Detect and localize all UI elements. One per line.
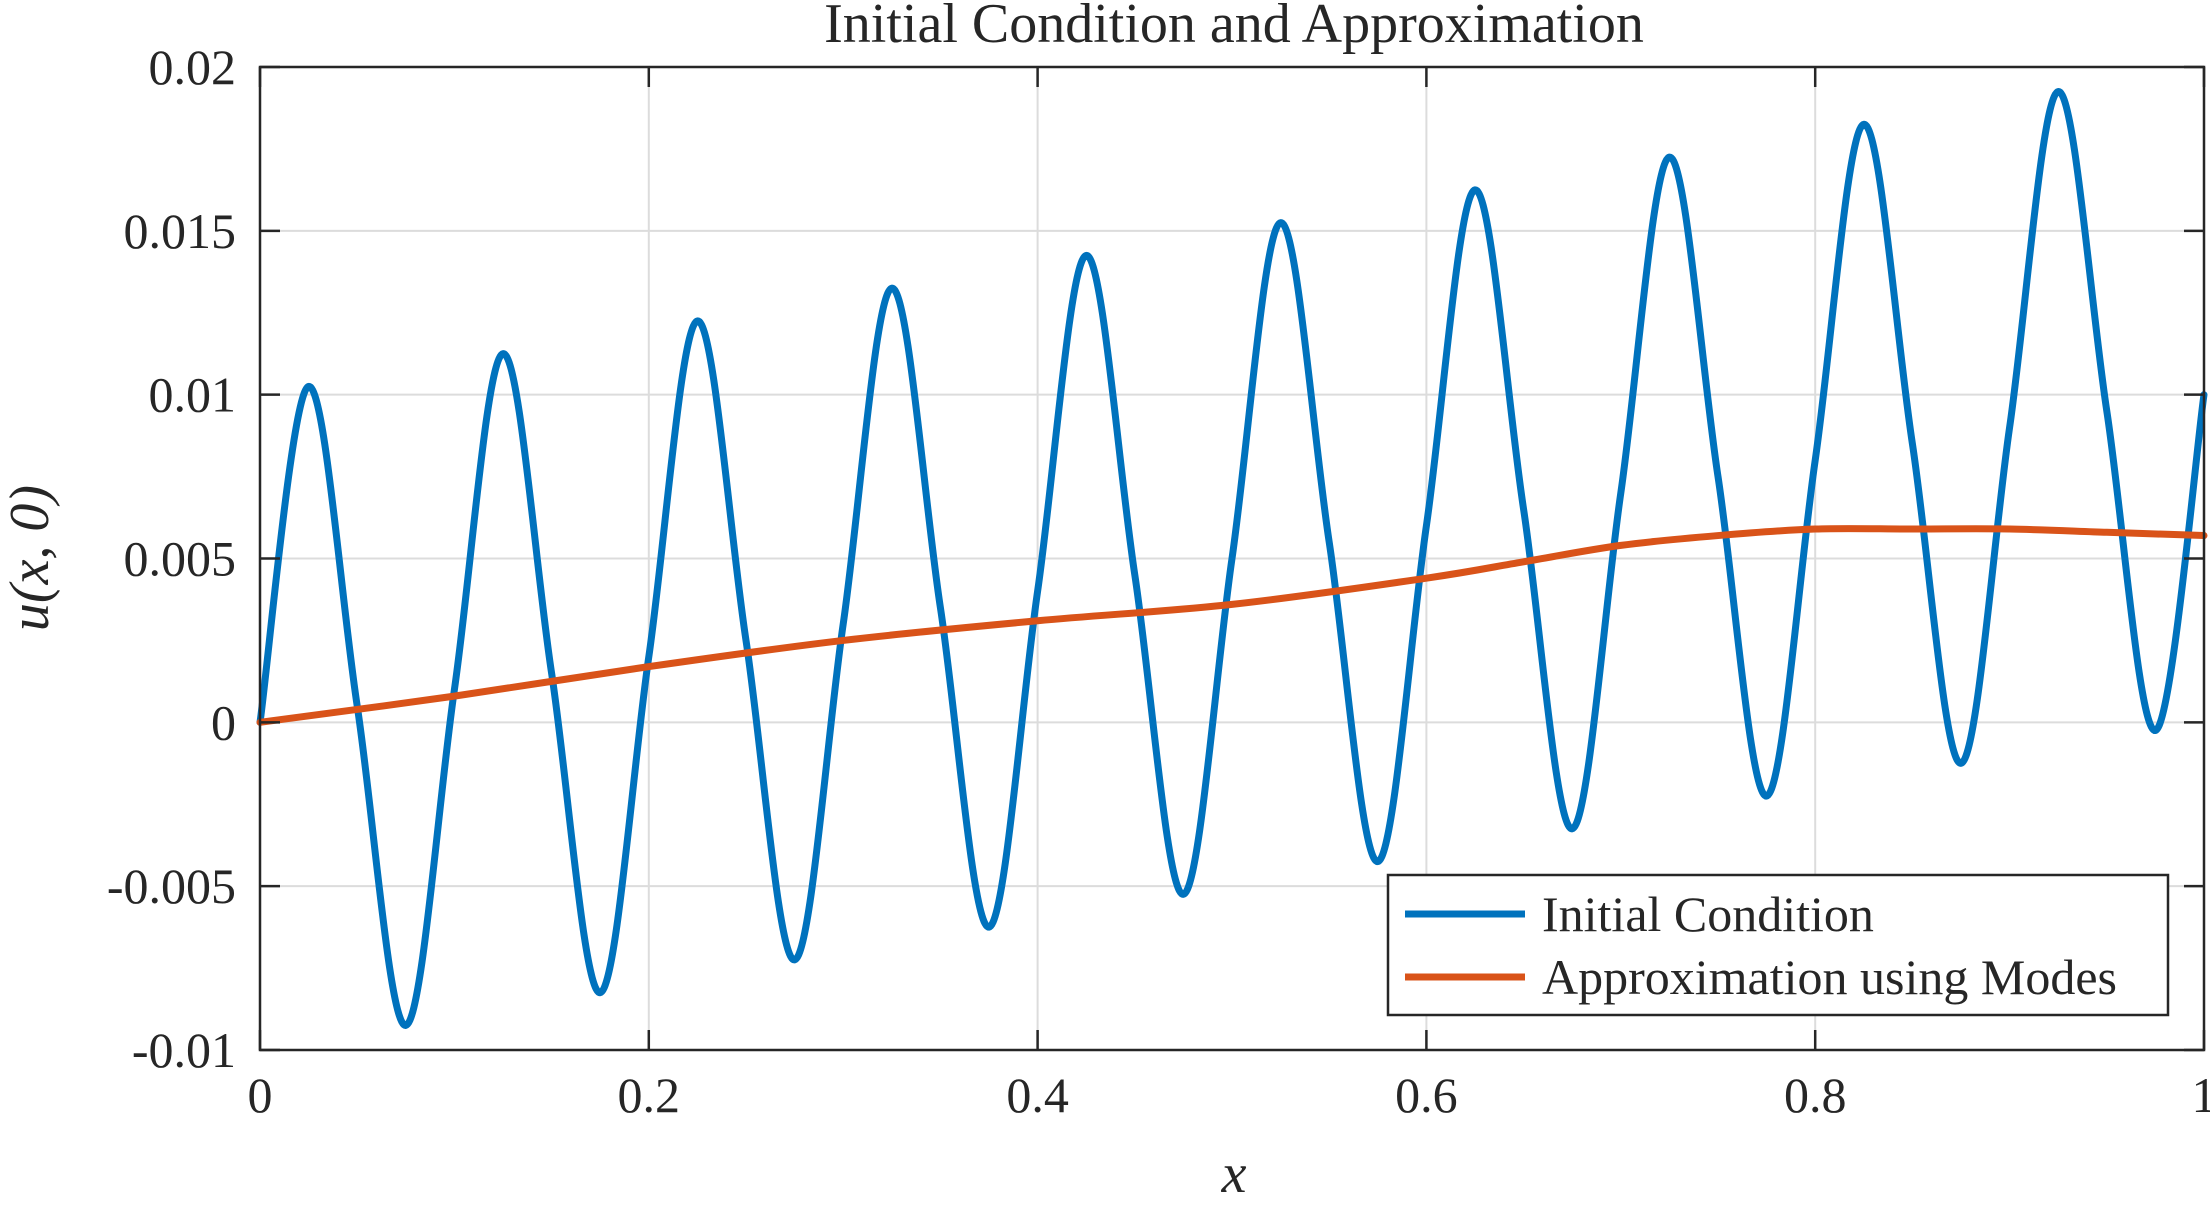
plot-series bbox=[256, 88, 2208, 1029]
legend-box bbox=[1386, 873, 2170, 1017]
x-tick-label: 0.6 bbox=[1395, 1067, 1458, 1123]
y-tick-label: 0.015 bbox=[124, 203, 237, 259]
chart-title: Initial Condition and Approximation bbox=[824, 0, 1644, 55]
y-tick-label: 0.01 bbox=[149, 367, 237, 423]
x-tick-label: 0 bbox=[248, 1067, 273, 1123]
legend-label-approximation: Approximation using Modes bbox=[1542, 949, 2117, 1005]
y-axis-label: u(x, 0) bbox=[0, 485, 61, 631]
y-tick-label: -0.01 bbox=[132, 1022, 236, 1078]
legend: Initial Condition Approximation using Mo… bbox=[1386, 873, 2170, 1017]
x-tick-label: 0.2 bbox=[618, 1067, 681, 1123]
x-tick-label: 0.8 bbox=[1784, 1067, 1847, 1123]
y-tick-label: 0 bbox=[211, 694, 236, 750]
series-line-approximation bbox=[256, 525, 2208, 726]
legend-label-initial-condition: Initial Condition bbox=[1542, 886, 1874, 942]
x-tick-label: 0.4 bbox=[1006, 1067, 1069, 1123]
y-tick-label: 0.02 bbox=[149, 39, 237, 95]
y-tick-label: 0.005 bbox=[124, 531, 237, 587]
x-axis-label: x bbox=[1221, 1143, 1247, 1205]
y-tick-label: -0.005 bbox=[107, 858, 236, 914]
series-line-initial-condition bbox=[256, 88, 2208, 1029]
axis-ticks: 0 0.2 0.4 0.6 0.8 1 -0.01 -0.005 0 0.005 0.01 0.015… bbox=[107, 39, 2210, 1123]
x-tick-label: 1 bbox=[2192, 1067, 2210, 1123]
